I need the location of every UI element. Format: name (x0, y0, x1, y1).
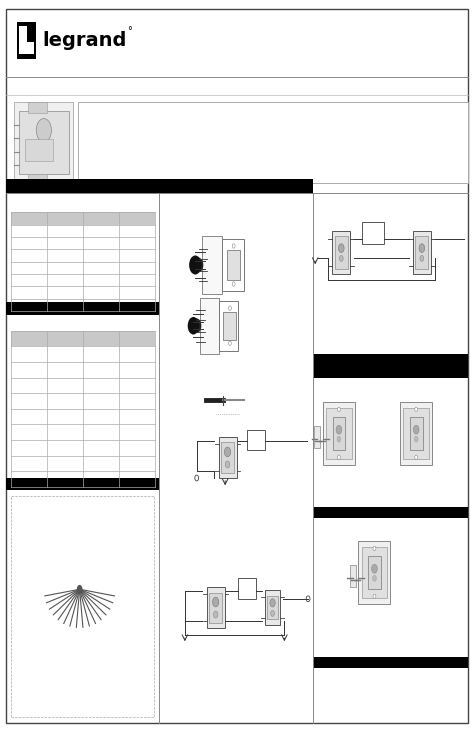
Bar (25, 139, 53, 161)
Circle shape (213, 611, 218, 618)
Circle shape (420, 255, 424, 261)
Circle shape (77, 585, 82, 594)
Bar (207, 587, 225, 628)
Bar (267, 596, 278, 619)
Bar (358, 541, 391, 604)
Circle shape (337, 407, 340, 411)
Bar (78, 102, 468, 183)
Bar (403, 408, 429, 459)
Bar (219, 301, 238, 351)
Bar (19, 42, 34, 54)
Bar (400, 402, 432, 465)
Circle shape (306, 596, 310, 602)
Bar (221, 442, 234, 473)
Bar (223, 312, 236, 340)
Bar (415, 236, 428, 269)
Bar (222, 239, 244, 291)
Circle shape (194, 258, 203, 272)
Bar (6, 478, 159, 490)
Circle shape (270, 599, 275, 607)
Bar (335, 236, 348, 269)
Circle shape (415, 455, 418, 460)
Circle shape (224, 447, 231, 457)
Circle shape (188, 317, 199, 335)
Bar (219, 436, 237, 479)
Bar (28, 174, 47, 183)
Circle shape (414, 436, 418, 442)
Text: °: ° (127, 26, 132, 37)
Circle shape (228, 306, 231, 310)
Bar (200, 298, 219, 354)
Circle shape (419, 244, 425, 253)
Bar (227, 250, 240, 280)
Circle shape (189, 255, 201, 274)
Bar (19, 26, 27, 54)
Circle shape (337, 455, 340, 460)
Bar (209, 593, 222, 622)
Circle shape (228, 341, 231, 346)
Bar (238, 578, 256, 599)
Bar (350, 565, 356, 587)
Bar (362, 547, 387, 598)
Bar (6, 302, 159, 315)
Bar (410, 417, 423, 449)
Bar (313, 366, 468, 378)
Circle shape (36, 119, 52, 142)
Circle shape (336, 425, 342, 434)
Bar (313, 507, 468, 518)
Circle shape (373, 546, 376, 550)
Circle shape (372, 564, 377, 573)
Bar (413, 231, 431, 274)
Bar (19, 111, 69, 174)
Bar (362, 222, 384, 244)
Circle shape (413, 425, 419, 434)
Bar (313, 657, 468, 668)
Circle shape (338, 244, 344, 253)
Bar (368, 556, 381, 589)
Bar (265, 590, 280, 625)
Bar (333, 417, 345, 449)
Circle shape (373, 575, 376, 581)
Text: legrand: legrand (43, 31, 127, 50)
Bar (159, 179, 313, 194)
Bar (314, 426, 320, 448)
Bar (323, 402, 355, 465)
Circle shape (337, 436, 341, 442)
Bar (14, 102, 73, 183)
Bar (17, 22, 36, 59)
Circle shape (225, 461, 230, 468)
Circle shape (415, 407, 418, 411)
Bar (332, 231, 350, 274)
Circle shape (192, 318, 201, 333)
Bar (313, 354, 468, 366)
Circle shape (373, 594, 376, 599)
Circle shape (271, 610, 274, 616)
Circle shape (339, 255, 343, 261)
Bar (247, 430, 265, 450)
Bar (6, 179, 159, 194)
Circle shape (232, 244, 235, 248)
Bar (202, 236, 222, 294)
Bar (11, 331, 155, 346)
Bar (326, 408, 352, 459)
Circle shape (212, 597, 219, 607)
Bar (28, 102, 47, 113)
Bar (11, 212, 155, 225)
Circle shape (232, 282, 235, 286)
Bar (11, 496, 154, 717)
Circle shape (195, 475, 199, 481)
